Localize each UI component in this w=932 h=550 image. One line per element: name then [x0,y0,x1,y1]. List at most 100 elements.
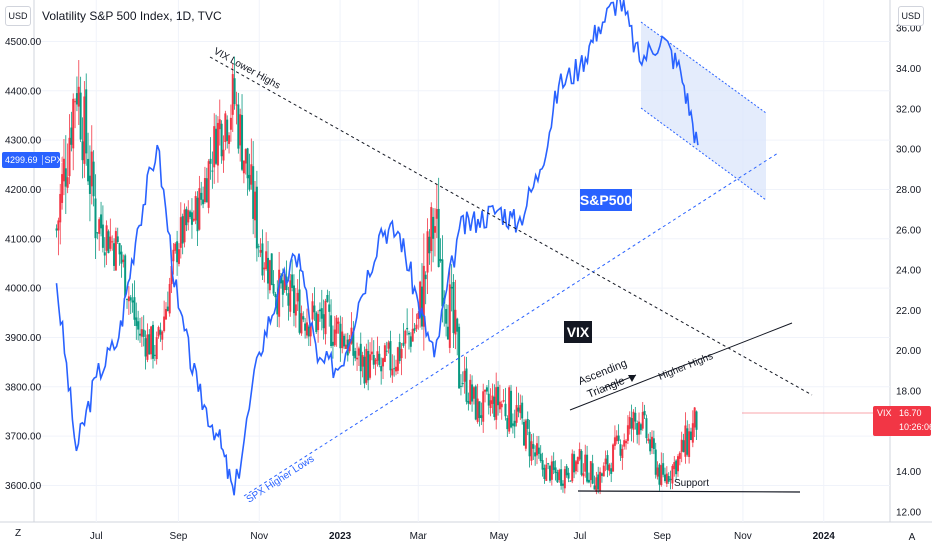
vix-candle-body [170,266,173,285]
vix-candle-body [435,209,438,219]
vix-candle-body [602,465,605,477]
vix-candle-body [189,211,192,218]
vix-candle-body [242,160,245,174]
vix-candle-body [354,351,357,359]
vix-candle-body [541,460,544,470]
vix-candle-body [459,385,462,387]
vix-candle-body [265,251,268,270]
vix-candle-body [270,253,273,285]
vix-candle-body [137,321,140,330]
vix-candle-body [142,329,145,337]
vix-candle-body [545,464,548,481]
vix-candle-body [534,452,537,457]
vix-candle-body [181,216,184,244]
vix-candle-body [695,411,698,430]
right-price-axis[interactable]: 12.0014.0016.0018.0020.0022.0024.0026.00… [896,24,921,519]
vix-candle-body [92,161,95,197]
left-tick-label: 4300.00 [5,136,42,147]
vix-candle-body [179,217,182,248]
vix-candle-body [237,104,240,149]
zoom-icon[interactable]: Z [15,528,21,539]
vix-candle-body [101,224,104,248]
vix-candle-body [669,478,672,481]
vix-candle-body [491,395,494,404]
vix-candle-body [313,305,316,313]
vix-candle-body [211,170,214,172]
vix-candle-body [343,335,346,347]
spx-price-value: 4299.69 [5,155,38,165]
vix-candle-body [374,359,377,365]
vix-candle-body [218,119,221,130]
vix-candle-body [163,316,166,331]
time-tick-label: Sep [653,531,671,542]
vix-candle-body [671,465,674,484]
spx-label-box [580,189,632,211]
vix-candle-body [498,401,501,410]
vix-candle-body [103,252,106,256]
left-tick-label: 3800.00 [5,382,42,393]
vix-candle-body [105,225,108,251]
left-tick-label: 3600.00 [5,481,42,492]
spx-series-line [55,0,699,496]
vix-candle-body [680,439,683,452]
auto-scale-icon[interactable]: A [909,532,916,543]
vix-candle-body [691,423,694,443]
vix-candle-body [352,332,355,356]
right-unit-badge[interactable]: USD [898,6,924,26]
vix-candle-body [632,411,635,430]
vix-candle-body [676,456,679,472]
vix-candle-body [114,231,117,271]
time-axis[interactable]: Jul Sep Nov 2023 Mar May Jul Sep Nov 2024 [90,531,835,542]
vix-candle-body [478,401,481,419]
time-tick-label: 2023 [329,531,352,542]
vix-candle-body [259,249,262,253]
vix-candle-body [398,342,401,362]
vix-candle-body [87,158,90,182]
vix-candle-body [487,393,490,406]
vix-candle-body [235,104,238,106]
vix-candle-body [597,474,600,490]
vix-candle-body [241,115,244,170]
vix-candle-body [688,431,691,457]
vix-candle-body [116,236,119,243]
vix-candle-body [257,246,260,248]
plot-area[interactable] [34,0,890,522]
vix-candle-body [404,330,407,344]
vix-candle-body [229,117,232,130]
vix-candle-body [626,425,629,441]
vix-price-symbol: VIX [877,408,892,418]
vix-candle-body [582,473,585,477]
left-unit-badge[interactable]: USD [5,6,31,26]
vix-candle-body [430,207,433,252]
vix-candle-body [641,412,644,429]
vix-candle-body [250,164,253,185]
vix-candle-body [100,214,103,229]
vix-price-value: 16.70 [899,408,922,418]
vix-candle-body [183,209,186,243]
vix-candle-body [109,236,112,249]
vix-candle-body [651,436,654,448]
vix-candle-body [187,210,190,223]
left-price-axis[interactable]: 3600.00 3700.00 3800.00 3900.00 4000.00 4100.… [5,37,42,492]
spx-price-tag: 4299.69 SPX [2,152,63,168]
vix-candle-body [484,389,487,392]
vix-candle-body [391,368,394,376]
vix-candle-body [146,334,149,360]
vix-candle-body [335,317,338,334]
vix-candle-body [500,403,503,408]
vix-label-box [564,321,592,343]
vix-candle-body [324,300,327,335]
vix-candle-body [524,420,527,449]
vix-candle-body [506,418,509,430]
vix-candle-body [584,454,587,472]
right-tick-label: 26.00 [896,225,921,236]
vix-candle-body [686,428,689,455]
vix-candle-body [482,391,485,422]
vix-candle-body [72,98,75,149]
vix-candle-body [131,300,134,303]
vix-candle-body [693,407,696,428]
vix-candle-body [420,286,423,327]
vix-candle-body [176,241,179,263]
vix-candle-body [387,342,390,349]
